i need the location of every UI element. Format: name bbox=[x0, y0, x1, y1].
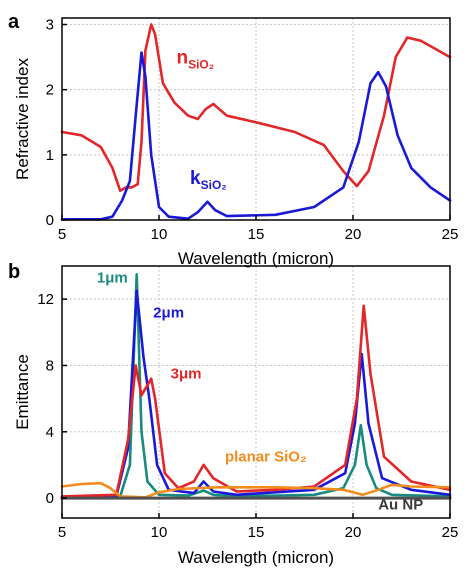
panel-b-annotations: 1μm 2μm 3μm planar SiO₂ Au NP bbox=[97, 270, 423, 514]
panel-b-y-tick-label: 4 bbox=[46, 424, 54, 441]
panel-a-x-axis-label: Wavelength (micron) bbox=[178, 249, 334, 268]
panel-b-y-tick-label: 0 bbox=[46, 490, 54, 507]
panel-a-x-tick-label: 20 bbox=[345, 226, 362, 243]
series-line-k-sio2 bbox=[60, 51, 452, 221]
series-label-n-sio: nSiO₂ bbox=[176, 48, 214, 72]
panel-b-x-axis-label: Wavelength (micron) bbox=[178, 548, 334, 567]
panel-a-x-tick-label: 10 bbox=[151, 226, 168, 243]
series-line-n-sio2 bbox=[60, 23, 452, 192]
panel-b-x-tick-label: 25 bbox=[442, 524, 459, 541]
series-label-k-sio: kSiO₂ bbox=[190, 168, 227, 192]
panel-b-x-tick-label: 15 bbox=[248, 524, 265, 541]
panel-a-y-axis-label: Refractive index bbox=[13, 58, 32, 180]
panel-a-annotations: nSiO₂ kSiO₂ bbox=[176, 48, 226, 193]
series-label-2-m: 2μm bbox=[153, 304, 184, 321]
panel-a-y-tick-label: 1 bbox=[46, 147, 54, 164]
panel-b-grid bbox=[62, 266, 450, 518]
series-label-planar-sio: planar SiO₂ bbox=[225, 449, 307, 466]
panel-a-y-tick-label: 0 bbox=[46, 212, 54, 229]
panel-b-x-tick-label: 20 bbox=[345, 524, 362, 541]
panel-b-series bbox=[60, 273, 452, 500]
panel-a-ticks: 5 10 15 20 25 0 1 2 3 bbox=[46, 17, 459, 243]
series-label-au-np: Au NP bbox=[378, 497, 423, 514]
panel-a-x-tick-label: 5 bbox=[58, 226, 66, 243]
panel-label-b: b bbox=[8, 261, 20, 283]
panel-a-x-tick-label: 25 bbox=[442, 226, 459, 243]
panel-a-y-tick-label: 2 bbox=[46, 82, 54, 99]
panel-a-grid bbox=[62, 18, 450, 220]
series-label-1-m: 1μm bbox=[97, 270, 128, 287]
panel-a-y-tick-label: 3 bbox=[46, 17, 54, 34]
panel-b: b 1μm 2μm 3μm planar SiO₂ Au NP 5 10 15 20 25 0 4 8… bbox=[8, 261, 458, 567]
panel-b-ticks: 5 10 15 20 25 0 4 8 12 bbox=[37, 291, 458, 541]
panel-b-y-tick-label: 12 bbox=[37, 291, 54, 308]
series-line-planar-sio bbox=[60, 481, 452, 499]
panel-b-y-tick-label: 8 bbox=[46, 357, 54, 374]
series-label-3-m: 3μm bbox=[171, 366, 202, 383]
panel-a-series bbox=[60, 23, 452, 221]
panel-b-y-axis-label: Emittance bbox=[13, 354, 32, 430]
series-line-1-m bbox=[60, 273, 452, 500]
panel-b-x-tick-label: 5 bbox=[58, 524, 66, 541]
series-line-3-m bbox=[60, 304, 452, 498]
panel-a-x-tick-label: 15 bbox=[248, 226, 265, 243]
panel-a: a nSiO₂ kSiO₂ 5 10 15 20 25 0 1 2 3 Wavelength (m… bbox=[8, 11, 458, 268]
panel-label-a: a bbox=[8, 11, 20, 33]
panel-b-x-tick-label: 10 bbox=[151, 524, 168, 541]
